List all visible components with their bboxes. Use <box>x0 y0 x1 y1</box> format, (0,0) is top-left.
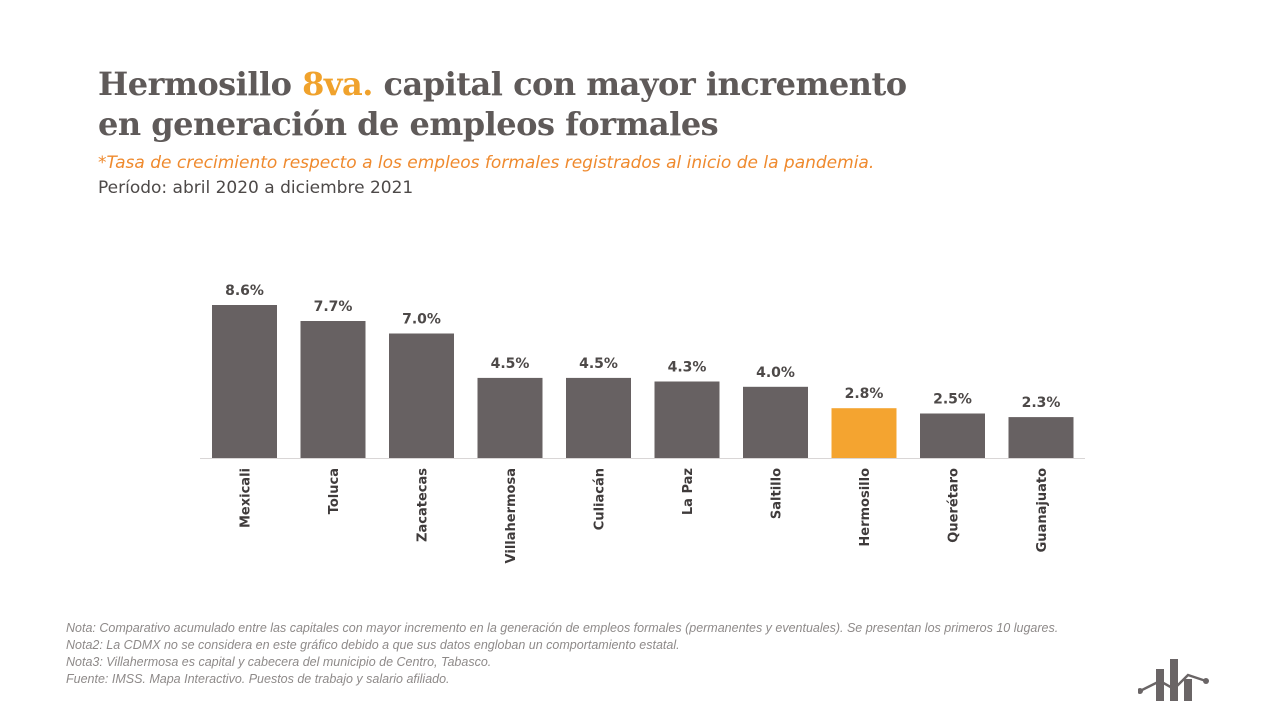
category-label-queretaro: Querétaro <box>947 468 962 543</box>
title-line-2: en generación de empleos formales <box>98 105 719 143</box>
bar-queretaro <box>920 413 985 458</box>
note-1: Nota: Comparativo acumulado entre las ca… <box>66 621 1059 635</box>
chart-subtitle: *Tasa de crecimiento respecto a los empl… <box>98 153 875 173</box>
bar-culiacan <box>566 377 631 458</box>
footnotes: Nota: Comparativo acumulado entre las ca… <box>66 620 1226 688</box>
value-label-zacatecas: 7.0% <box>402 312 441 328</box>
category-label-saltillo: Saltillo <box>770 468 785 519</box>
source-note: Fuente: IMSS. Mapa Interactivo. Puestos … <box>66 672 450 686</box>
value-label-la-paz: 4.3% <box>668 360 707 376</box>
bar-zacatecas <box>389 333 454 458</box>
note-3: Nota3: Villahermosa es capital y cabecer… <box>66 655 492 669</box>
title-accent: 8va. <box>302 65 373 103</box>
bar-chart-logo-icon <box>1138 659 1209 701</box>
value-label-villahermosa: 4.5% <box>491 356 530 372</box>
value-label-queretaro: 2.5% <box>933 392 972 408</box>
bar-hermosillo <box>831 408 897 458</box>
bar-chart: 8.6% Mexicali 7.7% Toluca 7.0% Zacatecas 4.5% V… <box>200 283 1085 563</box>
category-label-mexicali: Mexicali <box>239 468 254 528</box>
bar-villahermosa <box>477 377 543 458</box>
category-label-hermosillo: Hermosillo <box>858 468 873 547</box>
value-label-hermosillo: 2.8% <box>845 386 884 402</box>
chart-title: Hermosillo 8va. capital con mayor increm… <box>98 64 1098 144</box>
period-label: Período: abril 2020 a diciembre 2021 <box>98 178 414 198</box>
bar-toluca <box>300 321 366 458</box>
category-label-culiacan: Culiacán <box>593 468 608 530</box>
value-label-culiacan: 4.5% <box>579 356 618 372</box>
bar-guanajuato <box>1008 417 1074 458</box>
category-label-villahermosa: Villahermosa <box>504 468 519 563</box>
value-label-mexicali: 8.6% <box>225 283 264 299</box>
category-label-toluca: Toluca <box>327 468 342 514</box>
note-2: Nota2: La CDMX no se considera en este g… <box>66 638 680 652</box>
value-label-guanajuato: 2.3% <box>1022 395 1061 411</box>
bar-saltillo <box>743 386 808 458</box>
bar-la-paz <box>654 381 720 458</box>
category-label-la-paz: La Paz <box>681 468 696 515</box>
value-label-toluca: 7.7% <box>314 299 353 315</box>
value-label-saltillo: 4.0% <box>756 365 795 381</box>
title-pre: Hermosillo <box>98 65 303 103</box>
category-label-guanajuato: Guanajuato <box>1035 468 1050 552</box>
title-post: capital con mayor incremento <box>372 65 908 103</box>
category-label-zacatecas: Zacatecas <box>416 468 431 542</box>
title-line-1: Hermosillo 8va. capital con mayor increm… <box>98 64 1098 104</box>
bar-mexicali <box>212 305 277 458</box>
